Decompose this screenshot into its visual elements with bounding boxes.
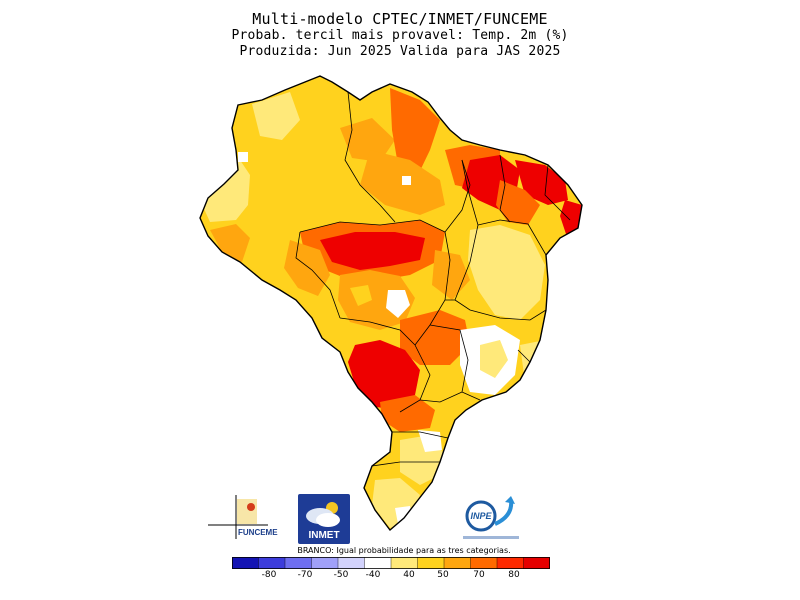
funceme-logo-text: FUNCEME <box>238 528 278 537</box>
boundary-bahia-minas <box>454 299 547 321</box>
inpe-logo-graphic: INPE <box>463 496 519 539</box>
inpe-swoosh-icon <box>494 499 514 526</box>
colorbar-cell <box>311 557 339 569</box>
colorbar-tick-label: -40 <box>365 570 381 580</box>
field-patch-60-amapa <box>340 118 395 162</box>
map-header: Multi-modelo CPTEC/INMET/FUNCEME Probab.… <box>0 10 800 60</box>
state-boundaries <box>295 91 571 467</box>
field-patch-70-northeast <box>496 180 540 225</box>
colorbar-cell <box>338 557 365 569</box>
field-patch-40-espirito-santo <box>520 340 545 382</box>
field-patch-80-mato-grosso-do-sul <box>348 340 420 410</box>
inpe-arrow-icon <box>505 496 515 504</box>
colorbar-tick-label: -50 <box>333 570 349 580</box>
field-patch-70-para-north <box>390 88 440 175</box>
inmet-logo: INMET <box>298 494 350 544</box>
colorbar-cell <box>285 557 312 569</box>
boundary-rondonia <box>295 231 341 319</box>
boundary-amazonas-para <box>344 91 396 223</box>
field-patch-60-rondonia <box>284 240 330 296</box>
inpe-caption-line <box>463 536 519 539</box>
field-patch-50-mato-grosso <box>350 285 372 306</box>
field-patch-40-northwest <box>200 160 250 222</box>
map-validity: Produzida: Jun 2025 Valida para JAS 2025 <box>239 44 561 59</box>
field-cell-white-roraima <box>238 152 248 162</box>
colorbar-cell <box>417 557 445 569</box>
colorbar-cell <box>470 557 498 569</box>
field-patch-60-acre <box>210 224 250 262</box>
field-patch-80-mato-grosso-north <box>320 232 425 270</box>
inmet-logo-text: INMET <box>308 530 339 541</box>
colorbar-cell <box>497 557 524 569</box>
boundary-piaui-ceara <box>499 154 511 223</box>
boundary-bahia-north <box>477 219 547 256</box>
boundary-sc-rs <box>371 461 440 467</box>
inpe-ring-icon <box>465 500 497 532</box>
field-patch-white-rio-grande-do-sul <box>395 506 412 524</box>
boundary-mato-grosso-do-sul <box>399 344 431 413</box>
field-patch-40-minas-center <box>480 340 508 378</box>
map-title: Multi-modelo CPTEC/INMET/FUNCEME <box>252 10 548 28</box>
field-patch-70-parana-west <box>380 395 435 432</box>
funceme-logo: FUNCEME <box>208 495 278 547</box>
map-subtitle: Probab. tercil mais provavel: Temp. 2m (… <box>231 28 569 43</box>
boundary-sao-paulo <box>419 391 463 403</box>
boundary-ceara-rn <box>544 164 571 221</box>
boundary-parana-sc <box>392 431 449 439</box>
colorbar-cell <box>258 557 286 569</box>
colorbar-tick-label: 80 <box>508 570 520 580</box>
brazil-map-svg <box>199 75 583 531</box>
funceme-sun-icon <box>247 503 255 511</box>
colorbar-cell <box>391 557 418 569</box>
field-patch-70-goias <box>400 310 470 365</box>
field-cell-white-para <box>402 176 411 185</box>
probability-field <box>200 76 582 530</box>
boundary-tocantins <box>445 159 479 301</box>
field-patch-80-paraiba <box>560 200 582 234</box>
colorbar-labels: -80 -70 -50 -40 40 50 70 80 <box>232 570 550 582</box>
boundary-goias-minas <box>429 324 481 401</box>
inmet-cloud-icon-front <box>316 513 340 527</box>
inpe-logo: INPE <box>455 494 530 546</box>
colorbar-cell <box>523 557 550 569</box>
boundary-espirito-santo <box>517 349 531 363</box>
funceme-sun-box <box>237 499 257 524</box>
field-patch-40-bahia <box>468 225 545 320</box>
funceme-label-box <box>237 526 271 539</box>
inmet-logo-graphic: INMET <box>298 494 350 544</box>
colorbar-tick-label: -70 <box>297 570 313 580</box>
colorbar-tick-label: 50 <box>437 570 449 580</box>
colorbar <box>232 557 550 569</box>
colorbar-cell <box>444 557 471 569</box>
boundary-amazonas-para-south <box>299 219 446 233</box>
colorbar-note: BRANCO: Igual probabilidade para as tres… <box>297 546 511 555</box>
colorbar-cell <box>364 557 392 569</box>
field-patch-40-north <box>252 92 300 140</box>
inpe-logo-text: INPE <box>470 511 492 521</box>
field-patch-60-tocantins <box>432 250 470 300</box>
boundary-tocantins-para <box>444 159 471 233</box>
colorbar-tick-label: -80 <box>261 570 277 580</box>
colorbar-tick-label: 70 <box>473 570 485 580</box>
field-patch-white-mato-grosso <box>386 290 410 318</box>
colorbar-tick-label: 40 <box>403 570 415 580</box>
brazil-map <box>195 70 605 550</box>
boundary-mato-grosso-south <box>339 317 416 346</box>
funceme-logo-graphic: FUNCEME <box>208 495 278 539</box>
colorbar-cell <box>232 557 259 569</box>
colorbar-cells <box>232 557 550 569</box>
